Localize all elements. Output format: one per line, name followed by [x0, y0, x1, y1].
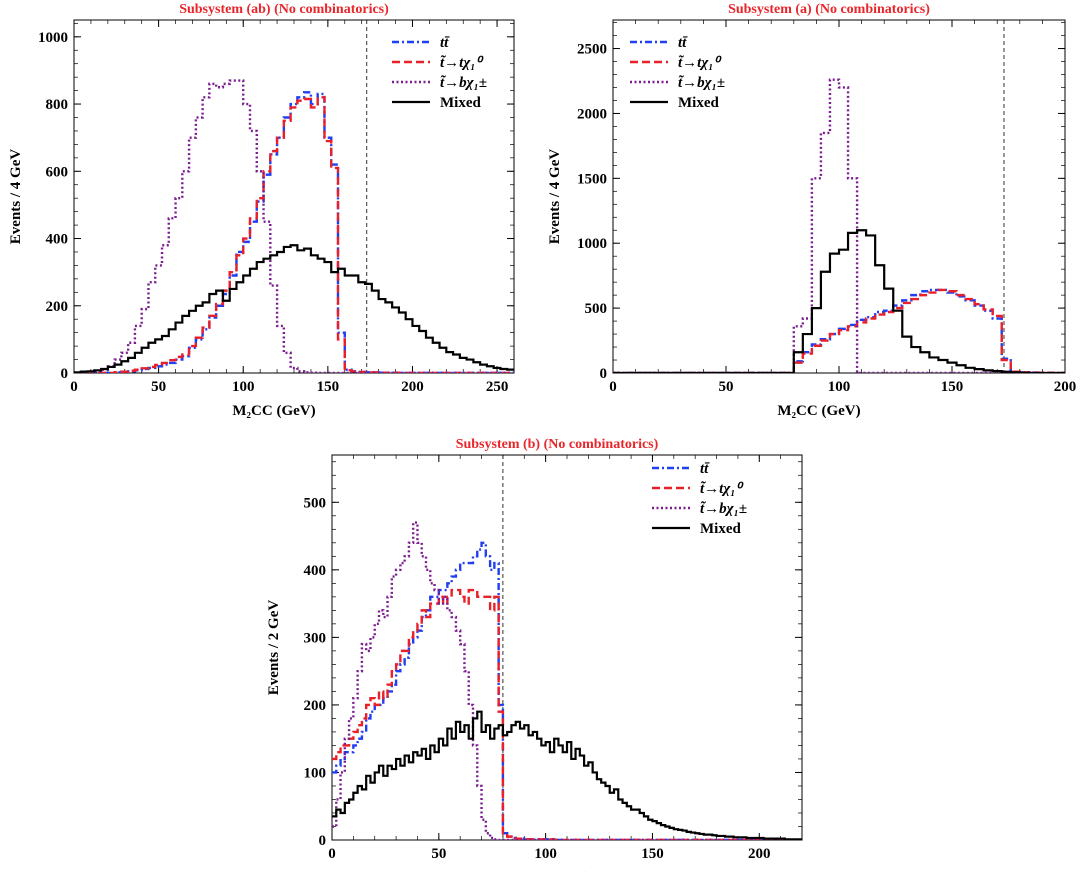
y-tick-label: 1000	[38, 30, 68, 46]
legend-label-mixed: Mixed	[700, 521, 741, 537]
series-mixed-line	[332, 710, 802, 840]
legend-label-stop_chipm: t̃→bχ₁±	[440, 75, 487, 91]
series-stop_chi0-line	[74, 96, 514, 373]
legend-label-mixed: Mixed	[440, 95, 481, 111]
legend-label-tt: tt̄	[440, 35, 450, 51]
legend-label-stop_chi0: t̃→tχ₁⁰	[700, 481, 745, 497]
y-tick-label: 500	[585, 301, 608, 317]
series-stop_chipm-line	[332, 521, 802, 840]
series-tt-line	[332, 541, 802, 840]
y-tick-label: 100	[304, 765, 327, 781]
x-tick-label: 50	[431, 846, 446, 862]
series-mixed-line	[613, 229, 1065, 373]
x-tick-label: 150	[941, 379, 964, 395]
y-tick-label: 1500	[577, 171, 607, 187]
y-tick-label: 800	[46, 97, 69, 113]
x-tick-label: 50	[719, 379, 734, 395]
legend-label-tt: tt̄	[700, 461, 710, 477]
y-tick-label: 2000	[577, 106, 607, 122]
chart-title: Subsystem (b) (No combinatorics)	[456, 437, 659, 452]
series-stop_chipm-line	[613, 78, 1065, 373]
y-tick-label: 500	[304, 495, 327, 511]
legend-label-stop_chi0: t̃→tχ₁⁰	[440, 55, 485, 71]
x-tick-label: 150	[641, 846, 664, 862]
x-tick-label: 0	[328, 846, 336, 862]
y-tick-label: 300	[304, 630, 327, 646]
y-tick-label: 200	[304, 698, 327, 714]
plot-frame	[73, 19, 515, 374]
legend-label-mixed: Mixed	[678, 95, 719, 111]
x-axis-label: M₂CC (GeV)	[232, 403, 315, 419]
x-tick-label: 200	[1054, 379, 1077, 395]
chart-subsystem-a: Subsystem (a) (No combinatorics) 0 50 100 15…	[547, 2, 1077, 419]
y-tick-label: 0	[319, 833, 327, 849]
x-tick-label: 0	[70, 379, 78, 395]
series-tt-line	[74, 91, 514, 373]
chart-subsystem-b: Subsystem (b) (No combinatorics) 0 50 100 15…	[266, 437, 803, 872]
chart-title: Subsystem (ab) (No combinatorics)	[179, 2, 389, 17]
y-axis-label: Events / 4 GeV	[547, 149, 563, 245]
y-tick-label: 200	[46, 299, 69, 315]
series-mixed-line	[74, 244, 514, 373]
y-tick-label: 400	[46, 232, 69, 248]
y-tick-label: 600	[46, 164, 69, 180]
y-tick-label: 1000	[577, 236, 607, 252]
series-stop_chipm-line	[74, 79, 514, 373]
legend-label-stop_chipm: t̃→bχ₁±	[700, 501, 747, 517]
y-tick-label: 0	[600, 366, 608, 382]
y-tick-label: 2500	[577, 42, 607, 58]
series-stop_chi0-line	[613, 288, 1065, 373]
legend-label-stop_chipm: t̃→bχ₁±	[678, 75, 725, 91]
plot-frame	[612, 19, 1066, 374]
x-axis-label: M₂CC (GeV)	[505, 870, 588, 872]
series-stop_chi0-line	[332, 588, 802, 840]
legend-label-tt: tt̄	[678, 35, 688, 51]
x-tick-label: 0	[609, 379, 617, 395]
x-tick-label: 150	[317, 379, 340, 395]
x-tick-label: 200	[748, 846, 771, 862]
x-tick-label: 50	[151, 379, 166, 395]
x-tick-label: 100	[828, 379, 851, 395]
x-axis-label: M₂CC (GeV)	[777, 403, 860, 419]
chart-title: Subsystem (a) (No combinatorics)	[728, 2, 930, 17]
y-axis-label: Events / 2 GeV	[266, 600, 282, 696]
legend-label-stop_chi0: t̃→tχ₁⁰	[678, 55, 723, 71]
y-axis-label: Events / 4 GeV	[8, 149, 24, 245]
x-tick-label: 250	[486, 379, 509, 395]
x-tick-label: 100	[232, 379, 255, 395]
x-tick-label: 100	[534, 846, 557, 862]
y-tick-label: 0	[61, 366, 69, 382]
y-tick-label: 400	[304, 563, 327, 579]
chart-subsystem-ab: Subsystem (ab) (No combinatorics) 0 50 100 1…	[8, 2, 515, 419]
x-tick-label: 200	[401, 379, 424, 395]
